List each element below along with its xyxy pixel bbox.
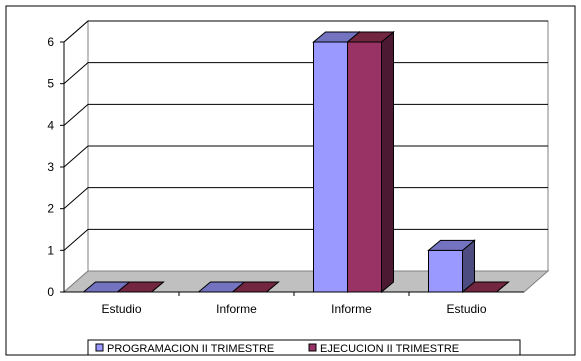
bar-programacion	[313, 41, 348, 293]
y-gridline	[63, 103, 548, 126]
y-gridline	[63, 145, 548, 168]
bar-top-face	[461, 281, 510, 293]
y-gridline	[63, 187, 548, 210]
bar-top-face	[346, 31, 395, 43]
y-tick-label: 6	[47, 35, 54, 49]
y-tick-label: 1	[47, 243, 54, 257]
x-tick-label: Informe	[216, 302, 257, 316]
legend-box	[87, 339, 521, 356]
y-tick-label: 2	[47, 202, 54, 216]
bar-top-face	[427, 239, 476, 251]
y-gridline	[63, 20, 548, 43]
y-tick-label: 5	[47, 77, 54, 91]
bar-top-face	[231, 281, 280, 293]
x-tick-label: Estudio	[446, 302, 486, 316]
x-tick-label: Informe	[331, 302, 372, 316]
x-tick-label: Estudio	[101, 302, 141, 316]
y-gridline	[63, 228, 548, 251]
y-gridline	[63, 62, 548, 85]
y-tick-label: 4	[47, 118, 54, 132]
bar-programacion	[428, 249, 463, 293]
y-tick-label: 0	[47, 285, 54, 299]
legend-label: PROGRAMACION II TRIMESTRE	[107, 343, 274, 355]
bar-ejecucion	[347, 41, 382, 293]
legend-swatch	[95, 343, 104, 352]
legend-label: EJECUCION II TRIMESTRE	[320, 343, 459, 355]
y-tick-label: 3	[47, 160, 54, 174]
bar-side-face	[381, 30, 394, 294]
legend-swatch	[308, 343, 317, 352]
bar-top-face	[116, 281, 165, 293]
